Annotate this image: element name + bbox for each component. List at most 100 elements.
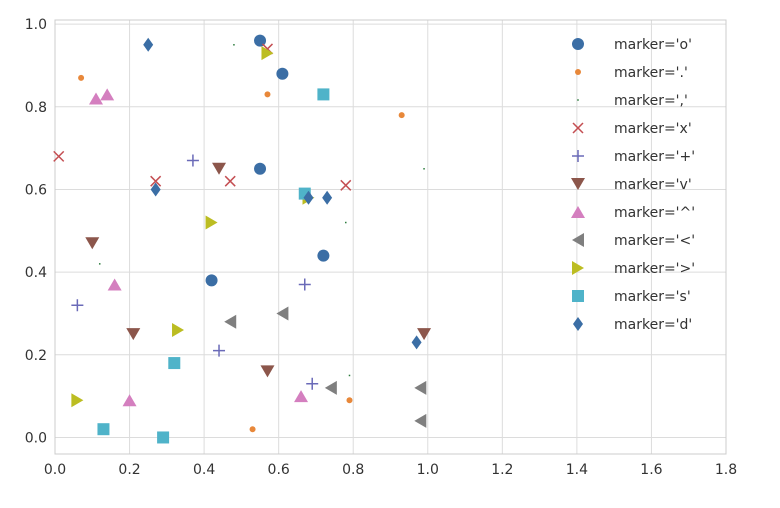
series-x bbox=[53, 43, 352, 191]
data-point bbox=[345, 221, 347, 224]
y-tick-label: 1.0 bbox=[25, 17, 47, 33]
series-o bbox=[205, 34, 330, 287]
x-tick-label: 1.2 bbox=[491, 462, 513, 478]
data-point bbox=[224, 175, 236, 187]
data-point bbox=[411, 335, 422, 350]
data-point bbox=[317, 88, 330, 101]
series-^ bbox=[89, 88, 309, 407]
series-d bbox=[143, 37, 422, 350]
data-points bbox=[53, 34, 432, 444]
legend-label: marker=',' bbox=[614, 93, 688, 109]
legend-marker bbox=[577, 99, 579, 101]
data-point bbox=[168, 357, 181, 370]
legend-marker bbox=[572, 290, 584, 302]
data-point bbox=[260, 365, 275, 378]
x-tick-label: 1.8 bbox=[715, 462, 737, 478]
legend: marker='o' marker='.' marker=',' marker='x'… bbox=[571, 37, 695, 333]
y-tick-label: 0.2 bbox=[25, 348, 47, 364]
legend-label: marker='x' bbox=[614, 121, 692, 137]
legend-label: marker='+' bbox=[614, 149, 695, 165]
legend-label: marker='.' bbox=[614, 65, 688, 81]
data-point bbox=[97, 423, 110, 436]
data-point bbox=[143, 37, 154, 52]
data-point bbox=[340, 179, 352, 191]
data-point bbox=[317, 249, 330, 262]
data-point bbox=[414, 380, 427, 395]
data-point bbox=[150, 175, 162, 187]
data-point bbox=[294, 390, 309, 403]
data-point bbox=[122, 394, 137, 407]
data-point bbox=[71, 299, 84, 312]
y-tick-label: 0.8 bbox=[25, 100, 47, 116]
data-point bbox=[172, 323, 185, 337]
series-v bbox=[85, 162, 432, 378]
x-tick-label: 1.6 bbox=[640, 462, 662, 478]
y-tick-label: 0.6 bbox=[25, 182, 47, 198]
legend-entry: marker='x' bbox=[572, 121, 692, 137]
legend-entry: marker='^' bbox=[571, 205, 695, 221]
data-point bbox=[98, 263, 101, 265]
data-point bbox=[322, 190, 333, 205]
legend-marker bbox=[572, 122, 584, 134]
legend-entry: marker='.' bbox=[575, 65, 688, 81]
legend-entry: marker='<' bbox=[572, 233, 695, 249]
data-point bbox=[306, 377, 319, 390]
data-point bbox=[205, 215, 218, 230]
plot-frame bbox=[54, 19, 727, 455]
data-point bbox=[298, 278, 311, 291]
data-point bbox=[100, 88, 115, 101]
data-point bbox=[233, 44, 235, 46]
series-s bbox=[97, 88, 330, 444]
data-point bbox=[78, 74, 85, 81]
y-tick-label: 0.4 bbox=[25, 265, 47, 281]
x-tick-label: 0.8 bbox=[342, 462, 364, 478]
data-point bbox=[417, 328, 432, 341]
data-point bbox=[71, 393, 84, 408]
data-point bbox=[398, 112, 405, 119]
x-tick-label: 0.4 bbox=[193, 462, 215, 478]
legend-entry: marker='d' bbox=[573, 317, 692, 333]
data-point bbox=[126, 328, 141, 341]
y-tick-label: 0.0 bbox=[25, 430, 47, 446]
data-point bbox=[324, 380, 337, 395]
data-point bbox=[249, 426, 256, 433]
legend-label: marker='s' bbox=[614, 289, 691, 305]
data-point bbox=[213, 344, 226, 357]
data-point bbox=[89, 92, 104, 105]
legend-marker bbox=[575, 69, 581, 75]
series-, bbox=[98, 44, 425, 377]
x-tick-label: 1.4 bbox=[566, 462, 588, 478]
data-point bbox=[276, 306, 289, 321]
data-point bbox=[107, 278, 122, 291]
legend-entry: marker=',' bbox=[577, 93, 688, 109]
x-tick-label: 0.0 bbox=[44, 462, 66, 478]
data-point bbox=[254, 162, 267, 175]
data-point bbox=[276, 67, 289, 80]
legend-label: marker='d' bbox=[614, 317, 692, 333]
data-point bbox=[53, 150, 65, 162]
legend-marker bbox=[571, 178, 585, 190]
data-point bbox=[150, 182, 161, 197]
legend-label: marker='o' bbox=[614, 37, 692, 53]
series-. bbox=[78, 74, 405, 433]
legend-entry: marker='+' bbox=[572, 149, 695, 165]
legend-marker bbox=[571, 206, 585, 218]
x-tick-label: 1.0 bbox=[417, 462, 439, 478]
series-< bbox=[224, 306, 427, 428]
legend-marker bbox=[572, 261, 584, 275]
data-point bbox=[85, 237, 100, 250]
legend-entry: marker='v' bbox=[571, 177, 692, 193]
data-point bbox=[423, 168, 425, 170]
legend-entry: marker='o' bbox=[572, 37, 692, 53]
legend-label: marker='^' bbox=[614, 205, 695, 221]
legend-entry: marker='s' bbox=[572, 289, 691, 305]
series-+ bbox=[71, 154, 319, 390]
data-point bbox=[348, 374, 351, 377]
legend-marker bbox=[572, 233, 584, 247]
data-point bbox=[157, 431, 170, 444]
legend-label: marker='v' bbox=[614, 177, 692, 193]
legend-label: marker='<' bbox=[614, 233, 695, 249]
data-point bbox=[224, 314, 237, 329]
x-axis: 0.0 0.2 0.4 0.6 0.8 1.0 1.2 1.4 1.6 1.8 bbox=[44, 462, 737, 478]
data-point bbox=[264, 91, 271, 98]
